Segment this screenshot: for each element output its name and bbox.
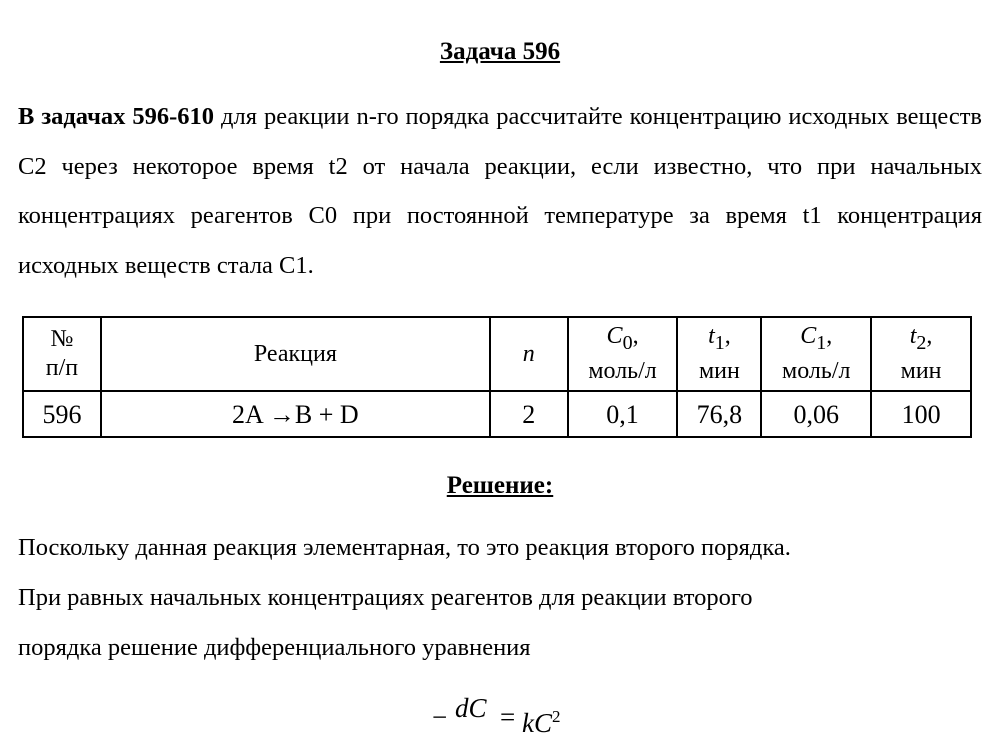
header-c1: C1, моль/л <box>760 316 873 392</box>
table-row: 596 2A →B + D 2 0,1 76,8 0,06 100 <box>22 390 972 438</box>
header-t1: t1, мин <box>676 316 763 392</box>
data-table: № п/п Реакция n C0, моль/л t1, мин C1, моль/… <box>22 316 972 438</box>
cell-c0: 0,1 <box>566 390 679 438</box>
solution-heading: Решение: <box>446 472 554 499</box>
problem-statement: В задачах 596-610 для реакции n-го поряд… <box>18 92 982 290</box>
header-c0: C0, моль/л <box>566 316 679 392</box>
cell-c1: 0,06 <box>760 390 873 438</box>
cell-reaction: 2A →B + D <box>99 390 491 438</box>
problem-title: Задача 596 <box>439 38 561 65</box>
header-order: n <box>488 316 569 392</box>
cell-order: 2 <box>488 390 569 438</box>
table-header-row: № п/п Реакция n C0, моль/л t1, мин C1, моль/… <box>22 316 972 392</box>
solution-line: При равных начальных концентрациях реаге… <box>18 584 753 611</box>
header-t2: t2, мин <box>870 316 972 392</box>
problem-lead: В задачах 596-610 <box>18 103 215 130</box>
problem-text: для реакции n-го порядка рассчитайте кон… <box>18 103 982 279</box>
cell-t1: 76,8 <box>676 390 763 438</box>
solution-line: порядка решение дифференциального уравне… <box>18 634 531 661</box>
cell-number: 596 <box>22 390 102 438</box>
header-number: № п/п <box>22 316 102 392</box>
solution-line: Поскольку данная реакция элементарная, т… <box>18 534 791 561</box>
header-reaction: Реакция <box>99 316 491 392</box>
cell-t2: 100 <box>870 390 972 438</box>
solution-text: Поскольку данная реакция элементарная, т… <box>18 523 791 673</box>
